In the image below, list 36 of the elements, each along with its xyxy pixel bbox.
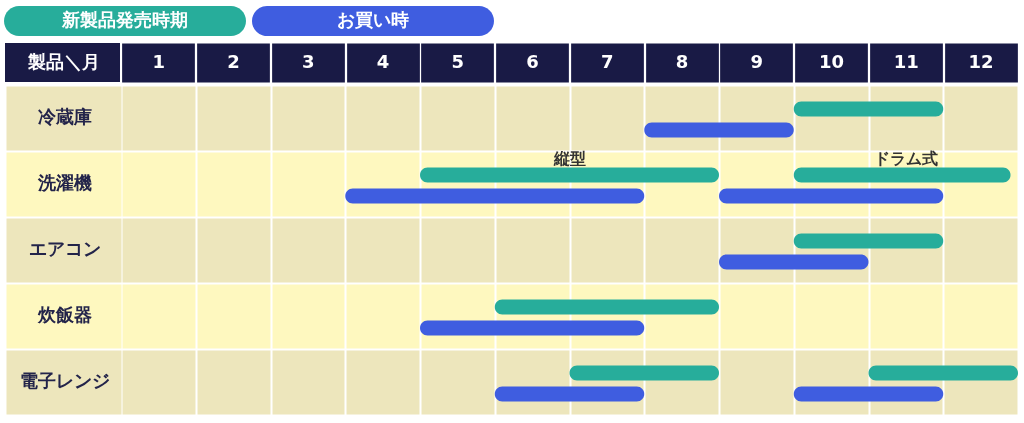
x-tick-label: 3 — [302, 51, 315, 72]
bar — [494, 299, 719, 315]
x-tick-label: 4 — [376, 51, 390, 72]
y-tick-label: エアコン — [28, 238, 101, 259]
x-tick-label: 1 — [152, 51, 166, 72]
x-tick-label: 5 — [451, 51, 465, 72]
bar — [793, 101, 944, 117]
x-tick-label: 8 — [675, 51, 689, 72]
x-tick-label: 2 — [227, 51, 240, 72]
x-tick-label: 9 — [750, 51, 764, 72]
y-tick-label: 冷蔵庫 — [37, 106, 92, 127]
y-tick-label: 電子レンジ — [19, 370, 110, 391]
x-tick-label: 7 — [601, 51, 614, 72]
annotation: 縦型 — [552, 149, 586, 168]
bar — [420, 167, 719, 183]
bar — [569, 365, 719, 381]
bar — [793, 233, 944, 249]
y-axis-title: 製品＼月 — [26, 51, 100, 72]
annotation: ドラム式 — [873, 149, 938, 168]
text: お買い時 — [337, 9, 409, 30]
bar — [719, 188, 944, 204]
y-tick-label: 洗濯機 — [36, 172, 92, 193]
bar — [494, 386, 645, 402]
x-tick-label: 10 — [819, 51, 845, 72]
bar — [868, 365, 1018, 381]
bar — [644, 122, 794, 138]
x-tick-label: 11 — [893, 51, 919, 72]
y-tick-label: 炊飯器 — [36, 304, 92, 325]
text: 新製品発売時期 — [61, 9, 188, 30]
bar — [793, 386, 944, 402]
bar — [793, 167, 1011, 183]
x-tick-label: 12 — [968, 51, 994, 72]
bar — [719, 254, 869, 270]
bar — [420, 320, 645, 336]
x-tick-label: 6 — [526, 51, 539, 72]
bar — [345, 188, 645, 204]
